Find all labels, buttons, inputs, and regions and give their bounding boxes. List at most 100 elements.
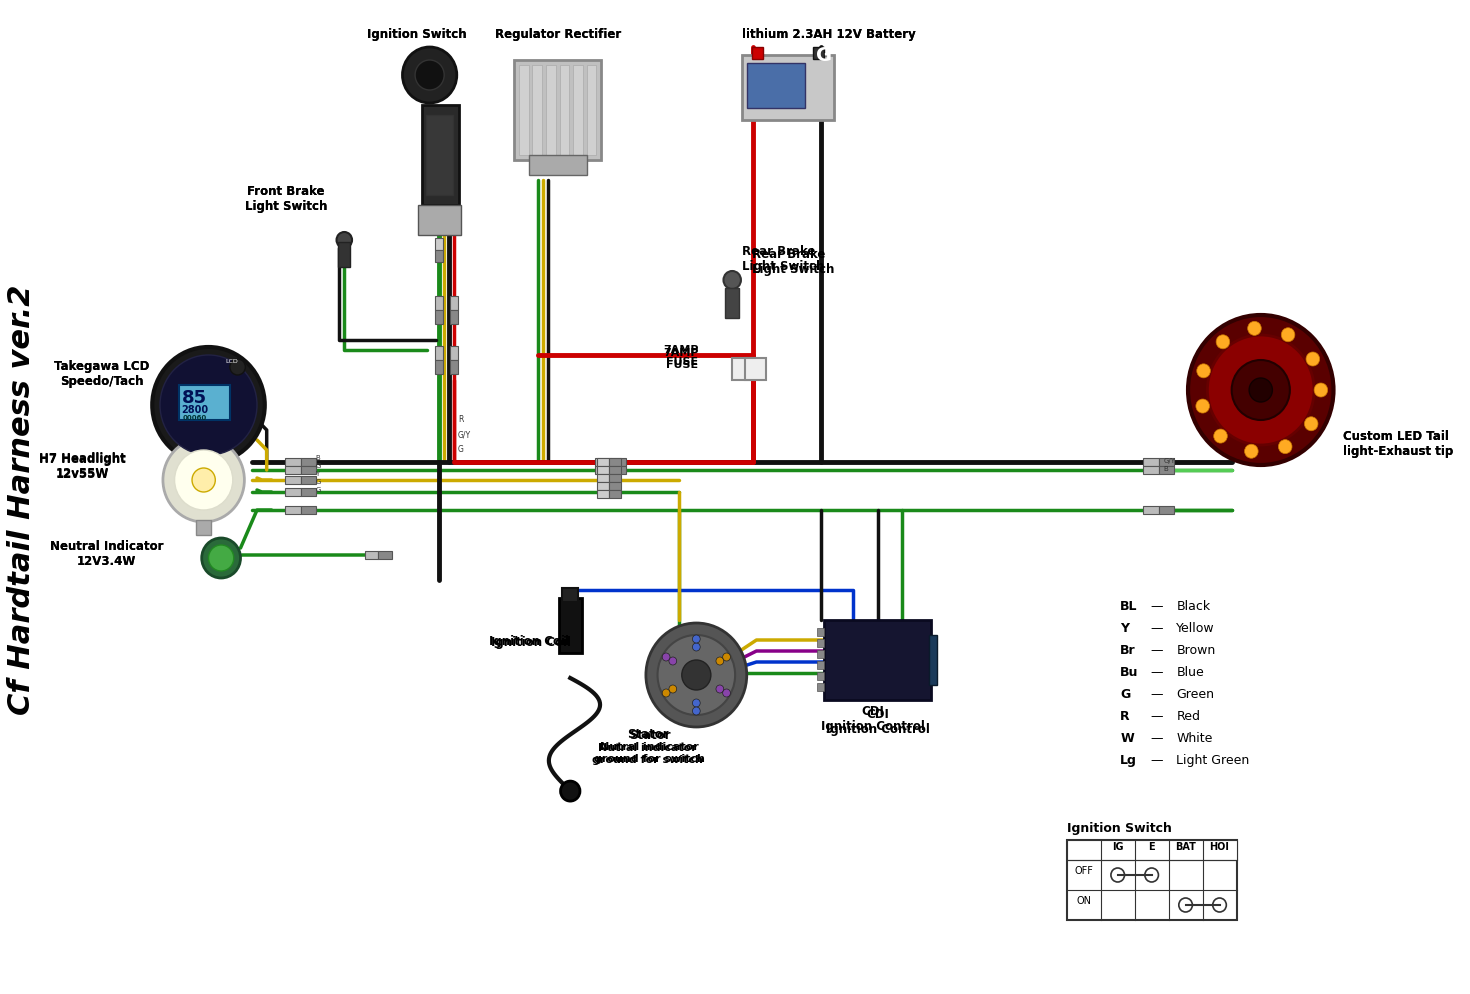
Text: lithium 2.3AH 12V Battery: lithium 2.3AH 12V Battery xyxy=(742,28,916,41)
Bar xyxy=(612,466,626,474)
Text: —: — xyxy=(1151,688,1163,701)
Bar xyxy=(825,620,931,700)
Text: Ignition Switch: Ignition Switch xyxy=(1067,822,1172,835)
Circle shape xyxy=(1282,328,1295,342)
Bar xyxy=(378,551,392,559)
Bar xyxy=(365,551,378,559)
Text: —: — xyxy=(1151,622,1163,635)
Bar xyxy=(514,60,601,160)
Bar xyxy=(929,635,936,685)
Text: R: R xyxy=(457,415,463,424)
Text: Ignition Coil: Ignition Coil xyxy=(488,635,569,648)
Bar xyxy=(1067,840,1236,920)
Text: G: G xyxy=(1120,688,1130,701)
Bar xyxy=(563,588,578,602)
Text: —: — xyxy=(1151,600,1163,613)
Text: OFF: OFF xyxy=(1075,866,1094,876)
Bar xyxy=(595,466,612,474)
Text: G: G xyxy=(315,479,320,485)
Bar xyxy=(587,65,597,155)
Bar xyxy=(417,205,460,235)
Bar xyxy=(597,482,609,490)
Text: H7 Headlight
12v55W: H7 Headlight 12v55W xyxy=(40,453,126,481)
Text: Regulator Rectifier: Regulator Rectifier xyxy=(494,28,620,41)
Text: W: W xyxy=(1120,732,1133,745)
Text: Light Green: Light Green xyxy=(1176,754,1250,767)
Bar xyxy=(519,65,529,155)
Circle shape xyxy=(723,271,741,289)
Text: 00060: 00060 xyxy=(182,415,207,421)
Text: —: — xyxy=(1151,754,1163,767)
Text: Y: Y xyxy=(315,471,319,477)
Circle shape xyxy=(1213,898,1226,912)
Text: Y: Y xyxy=(1120,622,1129,635)
Circle shape xyxy=(1188,315,1333,465)
Text: Bu: Bu xyxy=(1120,666,1138,679)
Circle shape xyxy=(716,657,723,665)
Circle shape xyxy=(692,643,700,651)
Text: Takegawa LCD
Speedo/Tach: Takegawa LCD Speedo/Tach xyxy=(54,360,150,388)
Bar xyxy=(1144,466,1158,474)
Text: Red: Red xyxy=(1176,710,1201,723)
Text: ON: ON xyxy=(1076,896,1091,906)
Text: Regulator Rectifier: Regulator Rectifier xyxy=(494,28,620,41)
Bar xyxy=(597,490,609,498)
Circle shape xyxy=(1314,383,1327,397)
Bar xyxy=(450,346,457,360)
Bar xyxy=(612,458,626,466)
Text: HOI: HOI xyxy=(1210,842,1229,852)
Text: Stator: Stator xyxy=(628,728,669,741)
Text: Ignition Coil: Ignition Coil xyxy=(491,636,572,649)
Bar xyxy=(609,458,620,466)
Text: G: G xyxy=(315,487,320,493)
Text: G/Y: G/Y xyxy=(457,430,470,439)
Circle shape xyxy=(403,47,457,103)
Bar xyxy=(301,476,316,484)
Bar xyxy=(285,476,301,484)
Bar xyxy=(301,488,316,496)
Text: H7 Headlight
12v55W: H7 Headlight 12v55W xyxy=(40,452,126,480)
Text: Nutral indicator
ground for switch: Nutral indicator ground for switch xyxy=(594,742,706,763)
Circle shape xyxy=(415,60,444,90)
Circle shape xyxy=(229,359,245,375)
Bar xyxy=(597,466,609,474)
Bar xyxy=(560,65,569,155)
Text: Stator: Stator xyxy=(629,729,670,742)
Bar xyxy=(532,65,542,155)
Bar xyxy=(742,55,833,120)
Circle shape xyxy=(692,699,700,707)
Bar xyxy=(609,474,620,482)
Circle shape xyxy=(153,347,265,463)
Text: Blue: Blue xyxy=(1176,666,1204,679)
Circle shape xyxy=(692,707,700,715)
Bar xyxy=(450,296,457,310)
Text: Neutral Indicator
12V3.4W: Neutral Indicator 12V3.4W xyxy=(50,540,163,568)
Text: 85: 85 xyxy=(182,389,207,407)
Circle shape xyxy=(645,623,747,727)
Circle shape xyxy=(1197,364,1210,378)
Text: Rear Brake
Light Switch: Rear Brake Light Switch xyxy=(742,245,825,273)
Text: Ignition Switch: Ignition Switch xyxy=(368,28,467,41)
Bar xyxy=(816,650,825,658)
Circle shape xyxy=(669,657,676,665)
Bar xyxy=(435,238,442,250)
Text: 7AMP
FUSE: 7AMP FUSE xyxy=(663,345,698,367)
Text: E: E xyxy=(1148,842,1155,852)
Bar xyxy=(609,466,620,474)
Circle shape xyxy=(1304,416,1319,430)
Bar xyxy=(816,639,825,647)
Bar xyxy=(1158,458,1175,466)
Text: —: — xyxy=(1151,666,1163,679)
Text: —: — xyxy=(1151,732,1163,745)
Text: Yellow: Yellow xyxy=(1176,622,1216,635)
Bar xyxy=(595,458,612,466)
Circle shape xyxy=(1232,360,1289,420)
Text: B: B xyxy=(315,455,320,461)
Bar xyxy=(725,288,739,318)
Bar xyxy=(573,65,584,155)
Bar xyxy=(450,310,457,324)
Bar xyxy=(301,506,316,514)
Bar xyxy=(450,360,457,374)
Bar xyxy=(435,346,442,360)
Circle shape xyxy=(201,538,241,578)
